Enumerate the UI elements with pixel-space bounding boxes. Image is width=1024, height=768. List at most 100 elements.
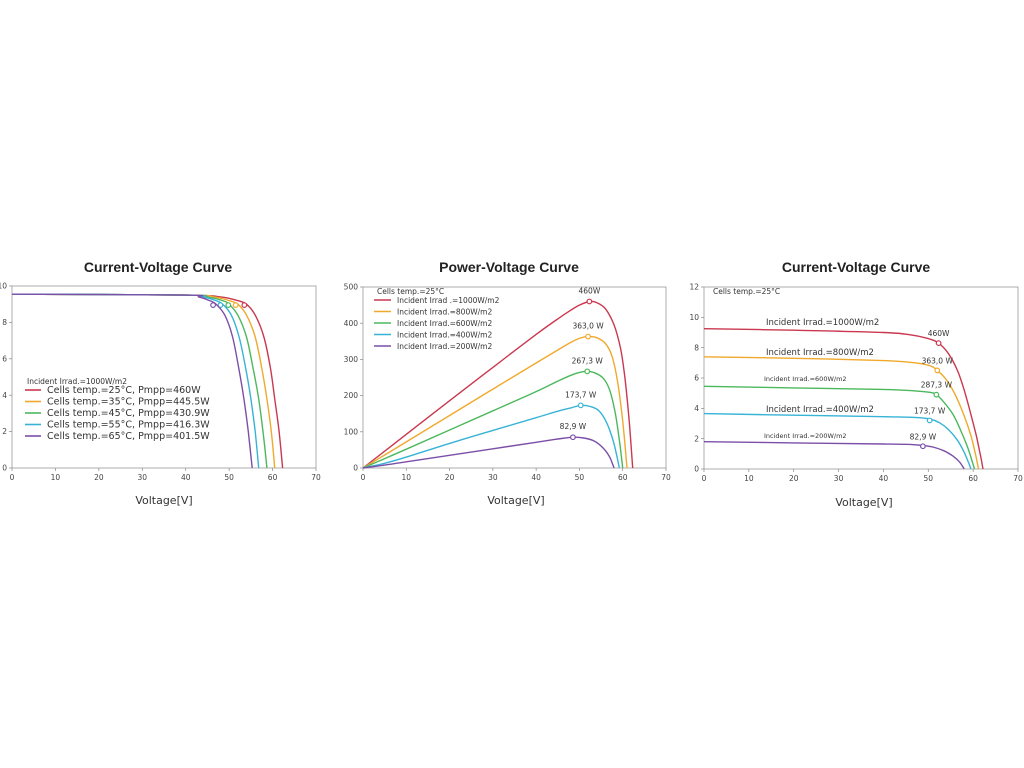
x-tick-label: 30 bbox=[138, 473, 148, 482]
mpp-label: 460W bbox=[928, 329, 950, 338]
mpp-label: 287,3 W bbox=[921, 381, 953, 390]
x-axis-label: Voltage[V] bbox=[487, 494, 544, 507]
x-tick-label: 70 bbox=[1013, 474, 1023, 483]
mpp-label: 363,0 W bbox=[572, 322, 604, 331]
series-label: Incident Irrad.=400W/m2 bbox=[766, 405, 874, 415]
legend-entry: Incident Irrad.=600W/m2 bbox=[397, 319, 492, 328]
mpp-marker bbox=[933, 391, 940, 398]
y-tick-label: 8 bbox=[694, 343, 699, 352]
mpp-marker bbox=[577, 402, 584, 409]
x-tick-label: 50 bbox=[924, 474, 934, 483]
series-line-green bbox=[362, 370, 624, 469]
chart-title: Current-Voltage Curve bbox=[782, 259, 931, 275]
mpp-label: 173,7 W bbox=[914, 406, 946, 415]
x-tick-label: 20 bbox=[94, 473, 104, 482]
x-tick-label: 20 bbox=[789, 474, 799, 483]
mpp-label: 460W bbox=[579, 286, 601, 295]
x-tick-label: 0 bbox=[361, 473, 366, 482]
mpp-label: 173,7 W bbox=[565, 390, 597, 399]
y-tick-label: 6 bbox=[694, 374, 699, 383]
x-tick-label: 10 bbox=[51, 473, 61, 482]
power-voltage-chart: Power-Voltage Curve Voltage[V] Cells tem… bbox=[340, 250, 680, 520]
y-tick-label: 2 bbox=[2, 427, 7, 436]
plot-frame bbox=[362, 286, 667, 469]
x-tick-label: 70 bbox=[661, 473, 671, 482]
mpp-marker bbox=[584, 368, 591, 375]
x-tick-label: 0 bbox=[702, 474, 707, 483]
x-tick-label: 40 bbox=[879, 474, 889, 483]
legend-entry: Incident Irrad .=1000W/m2 bbox=[397, 296, 500, 305]
y-tick-label: 500 bbox=[344, 283, 359, 292]
y-tick-label: 300 bbox=[344, 355, 359, 364]
y-tick-label: 2 bbox=[694, 434, 699, 443]
x-tick-label: 30 bbox=[488, 473, 498, 482]
x-tick-label: 70 bbox=[311, 473, 321, 482]
series-line-cyan bbox=[362, 404, 620, 469]
iv-curve-temperature-svg: Current-Voltage Curve Voltage[V] Inciden… bbox=[0, 259, 321, 507]
y-tick-label: 100 bbox=[344, 427, 359, 436]
legend-entry: Cells temp.=35°C, Pmpp=445.5W bbox=[47, 397, 210, 408]
series-label: Incident Irrad.=800W/m2 bbox=[766, 348, 874, 358]
series-line-green bbox=[703, 385, 976, 470]
legend-entry: Incident Irrad.=400W/m2 bbox=[397, 331, 492, 340]
iv-curve-temperature-chart: Current-Voltage Curve Voltage[V] Inciden… bbox=[0, 250, 330, 520]
x-tick-label: 40 bbox=[181, 473, 191, 482]
mpp-marker bbox=[926, 417, 933, 424]
chart-title: Current-Voltage Curve bbox=[84, 259, 233, 275]
x-tick-label: 50 bbox=[575, 473, 585, 482]
chart-title: Power-Voltage Curve bbox=[439, 259, 579, 275]
mpp-marker bbox=[210, 302, 216, 309]
series-line-cyan bbox=[703, 412, 972, 470]
series-label: Incident Irrad.=200W/m2 bbox=[764, 432, 847, 440]
mpp-marker bbox=[935, 340, 942, 347]
mpp-label: 82,9 W bbox=[910, 432, 937, 441]
mpp-marker bbox=[934, 367, 941, 374]
y-tick-label: 8 bbox=[2, 318, 7, 327]
x-tick-label: 50 bbox=[224, 473, 234, 482]
legend-entry: Cells temp.=65°C, Pmpp=401.5W bbox=[47, 431, 210, 442]
mpp-marker bbox=[225, 302, 232, 309]
y-tick-label: 10 bbox=[0, 282, 7, 291]
mpp-marker bbox=[585, 333, 591, 340]
series-label: Incident Irrad.=600W/m2 bbox=[764, 375, 847, 383]
series-line-red bbox=[362, 300, 634, 469]
y-tick-label: 200 bbox=[344, 391, 359, 400]
y-tick-label: 10 bbox=[689, 313, 699, 322]
mpp-marker bbox=[920, 443, 926, 450]
plot-frame bbox=[11, 285, 317, 469]
iv-curve-irradiance-svg: Current-Voltage Curve Voltage[V] Cells t… bbox=[689, 259, 1023, 509]
legend-entry: Incident Irrad.=200W/m2 bbox=[397, 342, 492, 351]
mpp-label: 82,9 W bbox=[560, 422, 587, 431]
legend-entry: Cells temp.=55°C, Pmpp=416.3W bbox=[47, 420, 210, 431]
legend-header: Cells temp.=25°C bbox=[377, 287, 444, 296]
y-tick-label: 6 bbox=[2, 354, 7, 363]
legend-entry: Cells temp.=45°C, Pmpp=430.9W bbox=[47, 408, 210, 419]
iv-curve-irradiance-chart: Current-Voltage Curve Voltage[V] Cells t… bbox=[686, 250, 1024, 520]
legend-entry: Cells temp.=25°C, Pmpp=460W bbox=[47, 385, 201, 396]
x-tick-label: 0 bbox=[10, 473, 15, 482]
legend-entry: Incident Irrad.=800W/m2 bbox=[397, 308, 492, 317]
x-tick-label: 10 bbox=[402, 473, 412, 482]
x-axis-label: Voltage[V] bbox=[835, 496, 892, 509]
x-tick-label: 60 bbox=[618, 473, 628, 482]
series-line-purple bbox=[11, 293, 253, 469]
y-tick-label: 0 bbox=[353, 464, 358, 473]
x-tick-label: 20 bbox=[445, 473, 455, 482]
y-tick-label: 4 bbox=[2, 391, 7, 400]
mpp-marker bbox=[586, 298, 593, 305]
legend-header: Incident Irrad.=1000W/m2 bbox=[27, 377, 127, 386]
mpp-marker bbox=[241, 302, 248, 309]
power-voltage-svg: Power-Voltage Curve Voltage[V] Cells tem… bbox=[344, 259, 671, 507]
y-tick-label: 0 bbox=[2, 464, 7, 473]
series-line-red bbox=[703, 328, 984, 470]
x-tick-label: 10 bbox=[744, 474, 754, 483]
x-tick-label: 60 bbox=[268, 473, 278, 482]
x-axis-label: Voltage[V] bbox=[135, 494, 192, 507]
x-tick-label: 40 bbox=[531, 473, 541, 482]
mpp-marker bbox=[217, 302, 224, 309]
y-tick-label: 4 bbox=[694, 404, 699, 413]
series-line-purple bbox=[362, 436, 615, 469]
mpp-label: 363,0 W bbox=[922, 356, 954, 365]
mpp-marker bbox=[570, 434, 576, 441]
series-label: Incident Irrad.=1000W/m2 bbox=[766, 318, 879, 328]
